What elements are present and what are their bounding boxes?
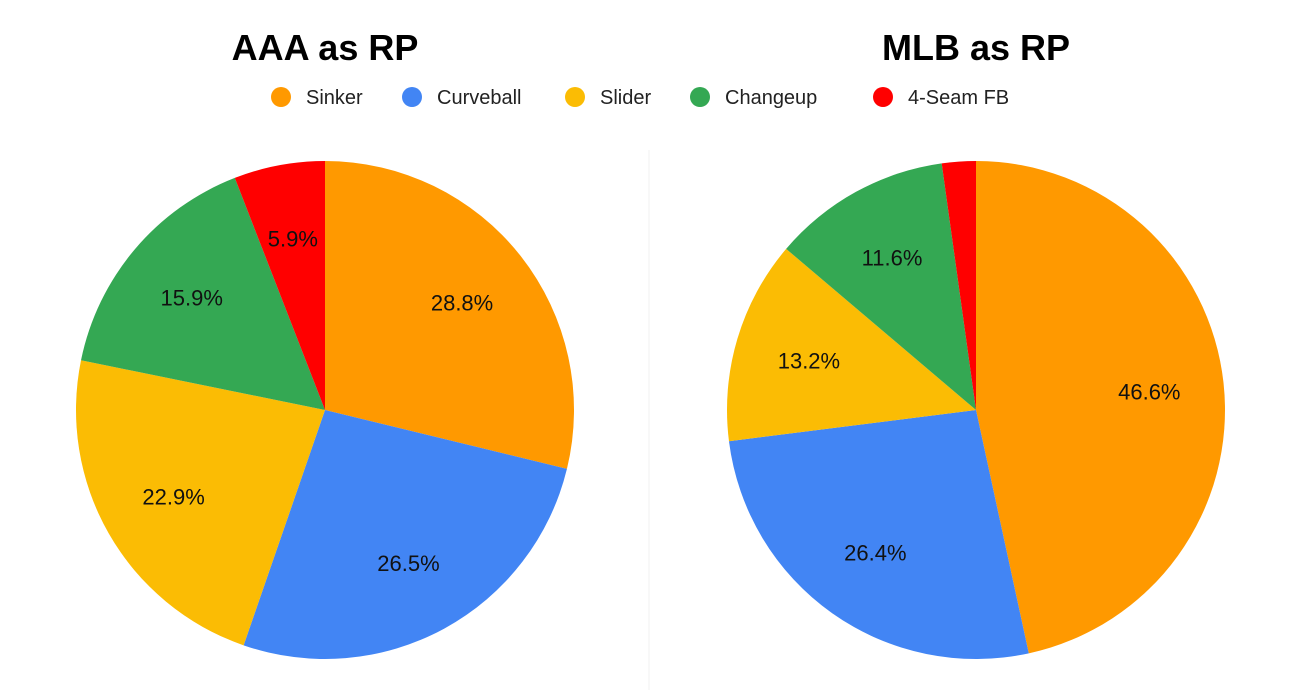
pie-slice-changeup [786,163,976,410]
pie-1: 46.6% 26.4% 13.2% 11.6% [727,161,1226,659]
legend-swatch [873,87,893,107]
legend-label: Slider [600,87,651,109]
legend-swatch [565,87,585,107]
pie-slice-curveball [243,410,567,659]
slice-label: 26.5% [377,551,439,576]
slice-label: 15.9% [161,286,223,311]
chart-title-mlb: MLB as RP [882,27,1070,68]
pie-0: 28.8% 26.5% 22.9% 15.9% 5.9% [76,161,574,659]
slice-label: 11.6% [862,245,923,270]
legend-swatch [402,87,422,107]
pie-slice-4-seam-fb [234,161,325,410]
chart-title-aaa: AAA as RP [232,27,419,68]
legend-label: Curveball [437,87,521,109]
legend-label: Changeup [725,87,817,109]
slice-label: 46.6% [1118,379,1180,404]
legend-label: Sinker [306,87,363,109]
pie-slice-slider [76,360,325,646]
slice-label: 13.2% [778,348,840,373]
pie-slice-4-seam-fb [941,161,976,410]
pie-slice-sinker [325,161,574,469]
legend-swatch [271,87,291,107]
slice-label: 28.8% [431,290,493,315]
legend-swatch [690,87,710,107]
pie-slice-curveball [728,410,1029,659]
pie-slice-sinker [976,161,1226,654]
slice-label: 5.9% [268,227,318,252]
legend: Sinker Curveball Slider Changeup 4-Seam FB [271,87,1009,109]
slice-label: 22.9% [142,484,204,509]
slice-label: 26.4% [844,540,906,565]
pie-slice-slider [727,248,976,442]
pie-slice-changeup [81,177,326,410]
legend-label: 4-Seam FB [908,87,1009,109]
